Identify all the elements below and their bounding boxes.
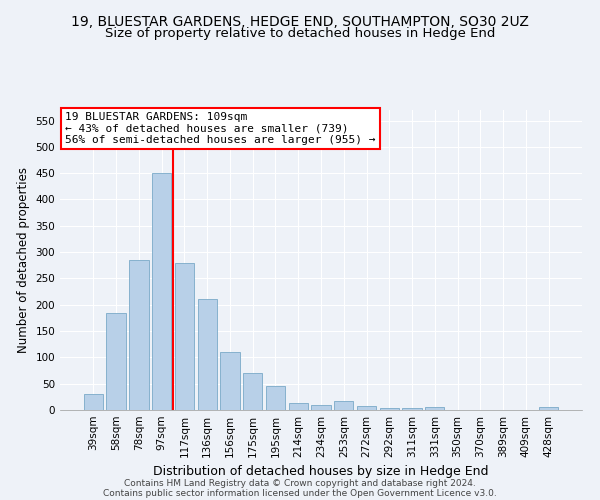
Text: Size of property relative to detached houses in Hedge End: Size of property relative to detached ho…	[105, 28, 495, 40]
Bar	[403, 408, 422, 410]
Bar	[289, 403, 308, 410]
Bar	[220, 352, 239, 410]
Bar	[380, 408, 399, 410]
Text: Contains HM Land Registry data © Crown copyright and database right 2024.: Contains HM Land Registry data © Crown c…	[124, 478, 476, 488]
Y-axis label: Number of detached properties: Number of detached properties	[17, 167, 30, 353]
Text: 19 BLUESTAR GARDENS: 109sqm
← 43% of detached houses are smaller (739)
56% of se: 19 BLUESTAR GARDENS: 109sqm ← 43% of det…	[65, 112, 376, 144]
Bar	[539, 408, 558, 410]
Bar	[266, 386, 285, 410]
Bar	[334, 400, 353, 410]
Bar	[129, 260, 149, 410]
Bar	[357, 406, 376, 410]
Bar	[197, 300, 217, 410]
Bar	[152, 173, 172, 410]
Bar	[175, 262, 194, 410]
Bar	[311, 404, 331, 410]
Text: Contains public sector information licensed under the Open Government Licence v3: Contains public sector information licen…	[103, 488, 497, 498]
Bar	[84, 394, 103, 410]
Bar	[425, 407, 445, 410]
Bar	[106, 312, 126, 410]
Text: 19, BLUESTAR GARDENS, HEDGE END, SOUTHAMPTON, SO30 2UZ: 19, BLUESTAR GARDENS, HEDGE END, SOUTHAM…	[71, 15, 529, 29]
X-axis label: Distribution of detached houses by size in Hedge End: Distribution of detached houses by size …	[153, 466, 489, 478]
Bar	[243, 373, 262, 410]
